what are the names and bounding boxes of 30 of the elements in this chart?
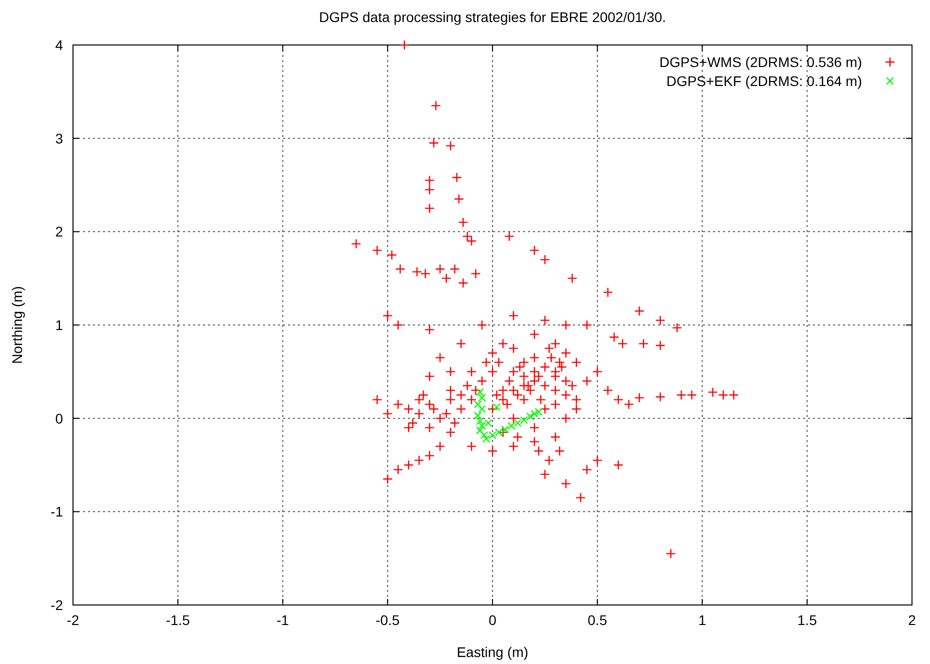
legend-label: DGPS+WMS (2DRMS: 0.536 m) (659, 54, 862, 70)
x-tick-label: -2 (66, 612, 80, 628)
x-tick-label: 1.5 (797, 612, 818, 628)
x-tick-label: 0.5 (588, 612, 608, 628)
y-tick-label: -2 (50, 597, 64, 613)
y-tick-label: 3 (55, 130, 64, 146)
y-axis-title: Northing (m) (9, 286, 25, 364)
y-tick-label: 2 (55, 224, 64, 240)
x-axis-title: Easting (m) (456, 644, 528, 660)
x-tick-label: 1 (698, 612, 706, 628)
x-tick-label: -0.5 (376, 612, 400, 628)
point (478, 394, 486, 402)
y-tick-label: -1 (50, 504, 64, 520)
y-tick-label: 1 (55, 317, 64, 333)
point (476, 426, 484, 434)
y-tick-label: 0 (55, 410, 64, 426)
x-tick-label: -1 (276, 612, 290, 628)
legend-label: DGPS+EKF (2DRMS: 0.164 m) (666, 73, 862, 89)
point (476, 388, 484, 396)
point (482, 434, 490, 443)
point (474, 400, 482, 408)
point (478, 405, 486, 413)
chart-title: DGPS data processing strategies for EBRE 2002/01/30. (318, 9, 666, 25)
point (474, 412, 482, 420)
x-tick-label: 0 (488, 612, 497, 628)
point (492, 403, 501, 412)
x-tick-label: 2 (908, 612, 916, 628)
y-tick-label: 4 (55, 37, 64, 53)
x-tick-label: -1.5 (166, 612, 190, 628)
point (526, 412, 534, 420)
